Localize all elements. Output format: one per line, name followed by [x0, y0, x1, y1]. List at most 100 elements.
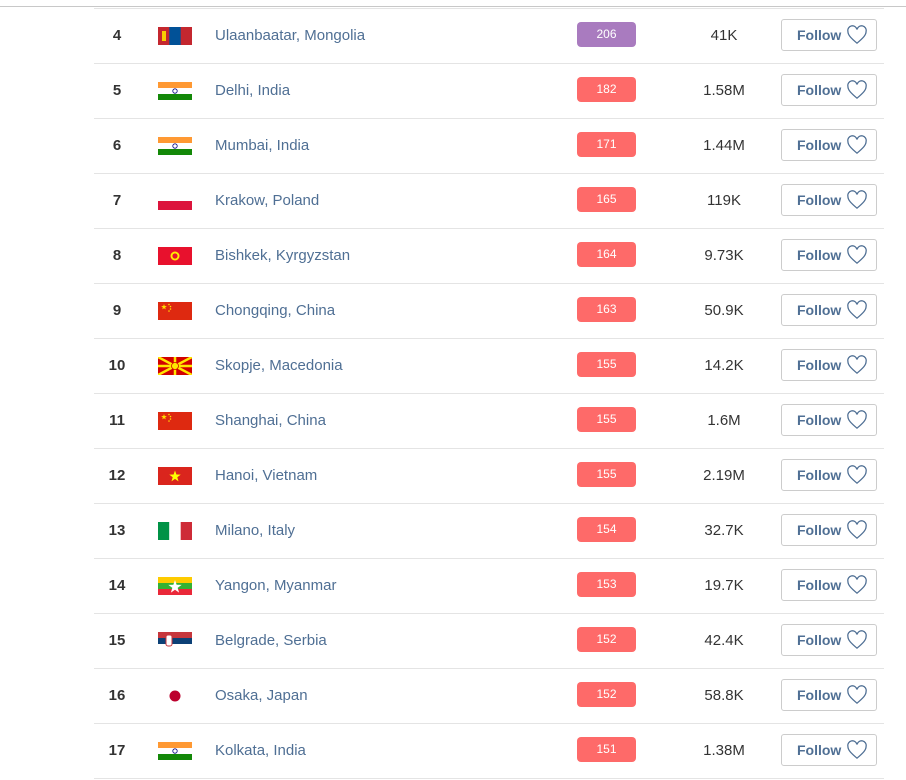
top-divider: [0, 6, 906, 7]
heart-icon: [846, 355, 868, 375]
table-row: 5 Delhi, India 182 1.58M Follow: [94, 64, 884, 119]
table-row: 13 Milano, Italy 154 32.7K Follow: [94, 504, 884, 559]
city-link[interactable]: Ulaanbaatar, Mongolia: [215, 27, 366, 44]
rank: 17: [108, 742, 126, 759]
rank: 10: [108, 357, 126, 374]
rank: 13: [108, 522, 126, 539]
heart-icon: [846, 520, 868, 540]
rank: 9: [112, 302, 122, 319]
heart-icon: [846, 465, 868, 485]
rank: 14: [108, 577, 126, 594]
aqi-badge: 206: [577, 22, 636, 47]
rank: 11: [109, 412, 125, 429]
follow-button[interactable]: Follow: [781, 294, 877, 326]
follow-button[interactable]: Follow: [781, 239, 877, 271]
city-link[interactable]: Kolkata, India: [215, 742, 306, 759]
city-link[interactable]: Skopje, Macedonia: [215, 357, 343, 374]
flag-mongolia-icon: [158, 27, 192, 45]
flag-italy-icon: [158, 522, 192, 540]
heart-icon: [846, 410, 868, 430]
city-link[interactable]: Hanoi, Vietnam: [215, 467, 318, 484]
follow-button[interactable]: Follow: [781, 184, 877, 216]
flag-myanmar-icon: [158, 577, 192, 595]
city-link[interactable]: Belgrade, Serbia: [215, 632, 327, 649]
follow-label: Follow: [797, 577, 842, 593]
table-row: 4 Ulaanbaatar, Mongolia 206 41K Follow: [94, 9, 884, 64]
table-row: 9 Chongqing, China 163 50.9K Follow: [94, 284, 884, 339]
flag-poland-icon: [158, 192, 192, 210]
heart-icon: [846, 630, 868, 650]
aqi-badge: 165: [577, 187, 636, 212]
flag-serbia-icon: [158, 632, 192, 650]
city-link[interactable]: Delhi, India: [215, 82, 291, 99]
aqi-badge: 155: [577, 462, 636, 487]
follow-label: Follow: [797, 192, 842, 208]
flag-china-icon: [158, 302, 192, 320]
city-link[interactable]: Milano, Italy: [215, 522, 296, 539]
follow-button[interactable]: Follow: [781, 514, 877, 546]
table-row: 6 Mumbai, India 171 1.44M Follow: [94, 119, 884, 174]
followers-count: 50.9K: [704, 302, 744, 319]
followers-count: 42.4K: [704, 632, 744, 649]
follow-label: Follow: [797, 302, 842, 318]
aqi-badge: 163: [577, 297, 636, 322]
follow-button[interactable]: Follow: [781, 19, 877, 51]
follow-label: Follow: [797, 247, 842, 263]
city-link[interactable]: Krakow, Poland: [215, 192, 320, 209]
follow-label: Follow: [797, 82, 842, 98]
follow-button[interactable]: Follow: [781, 459, 877, 491]
rank: 5: [112, 82, 122, 99]
flag-macedonia-icon: [158, 357, 192, 375]
table-row: 12 Hanoi, Vietnam 155 2.19M Follow: [94, 449, 884, 504]
aqi-badge: 152: [577, 682, 636, 707]
follow-label: Follow: [797, 687, 842, 703]
rank: 16: [108, 687, 126, 704]
followers-count: 1.6M: [707, 412, 741, 429]
table-row: 14 Yangon, Myanmar 153 19.7K Follow: [94, 559, 884, 614]
followers-count: 32.7K: [704, 522, 744, 539]
aqi-badge: 164: [577, 242, 636, 267]
rank: 12: [108, 467, 126, 484]
table-row: 15 Belgrade, Serbia 152 42.4K Follow: [94, 614, 884, 669]
follow-button[interactable]: Follow: [781, 569, 877, 601]
city-ranking-table: 4 Ulaanbaatar, Mongolia 206 41K Follow 5 …: [94, 9, 884, 779]
heart-icon: [846, 740, 868, 760]
followers-count: 19.7K: [704, 577, 744, 594]
aqi-badge: 182: [577, 77, 636, 102]
flag-india-icon: [158, 82, 192, 100]
followers-count: 1.44M: [703, 137, 745, 154]
aqi-badge: 154: [577, 517, 636, 542]
follow-button[interactable]: Follow: [781, 624, 877, 656]
city-link[interactable]: Mumbai, India: [215, 137, 310, 154]
city-link[interactable]: Yangon, Myanmar: [215, 577, 337, 594]
follow-button[interactable]: Follow: [781, 734, 877, 766]
followers-count: 58.8K: [704, 687, 744, 704]
follow-button[interactable]: Follow: [781, 129, 877, 161]
followers-count: 2.19M: [703, 467, 745, 484]
follow-label: Follow: [797, 742, 842, 758]
aqi-badge: 171: [577, 132, 636, 157]
follow-button[interactable]: Follow: [781, 74, 877, 106]
city-link[interactable]: Shanghai, China: [215, 412, 326, 429]
follow-label: Follow: [797, 412, 842, 428]
flag-vietnam-icon: [158, 467, 192, 485]
follow-button[interactable]: Follow: [781, 679, 877, 711]
city-link[interactable]: Bishkek, Kyrgyzstan: [215, 247, 351, 264]
aqi-badge: 152: [577, 627, 636, 652]
heart-icon: [846, 300, 868, 320]
flag-china-icon: [158, 412, 192, 430]
city-link[interactable]: Osaka, Japan: [215, 687, 308, 704]
heart-icon: [846, 135, 868, 155]
follow-button[interactable]: Follow: [781, 349, 877, 381]
table-top-border: [94, 8, 884, 9]
followers-count: 119K: [707, 192, 741, 209]
flag-india-icon: [158, 742, 192, 760]
table-row: 11 Shanghai, China 155 1.6M Follow: [94, 394, 884, 449]
heart-icon: [846, 685, 868, 705]
followers-count: 9.73K: [704, 247, 744, 264]
follow-button[interactable]: Follow: [781, 404, 877, 436]
follow-label: Follow: [797, 467, 842, 483]
aqi-badge: 155: [577, 407, 636, 432]
city-link[interactable]: Chongqing, China: [215, 302, 336, 319]
rank: 7: [112, 192, 122, 209]
